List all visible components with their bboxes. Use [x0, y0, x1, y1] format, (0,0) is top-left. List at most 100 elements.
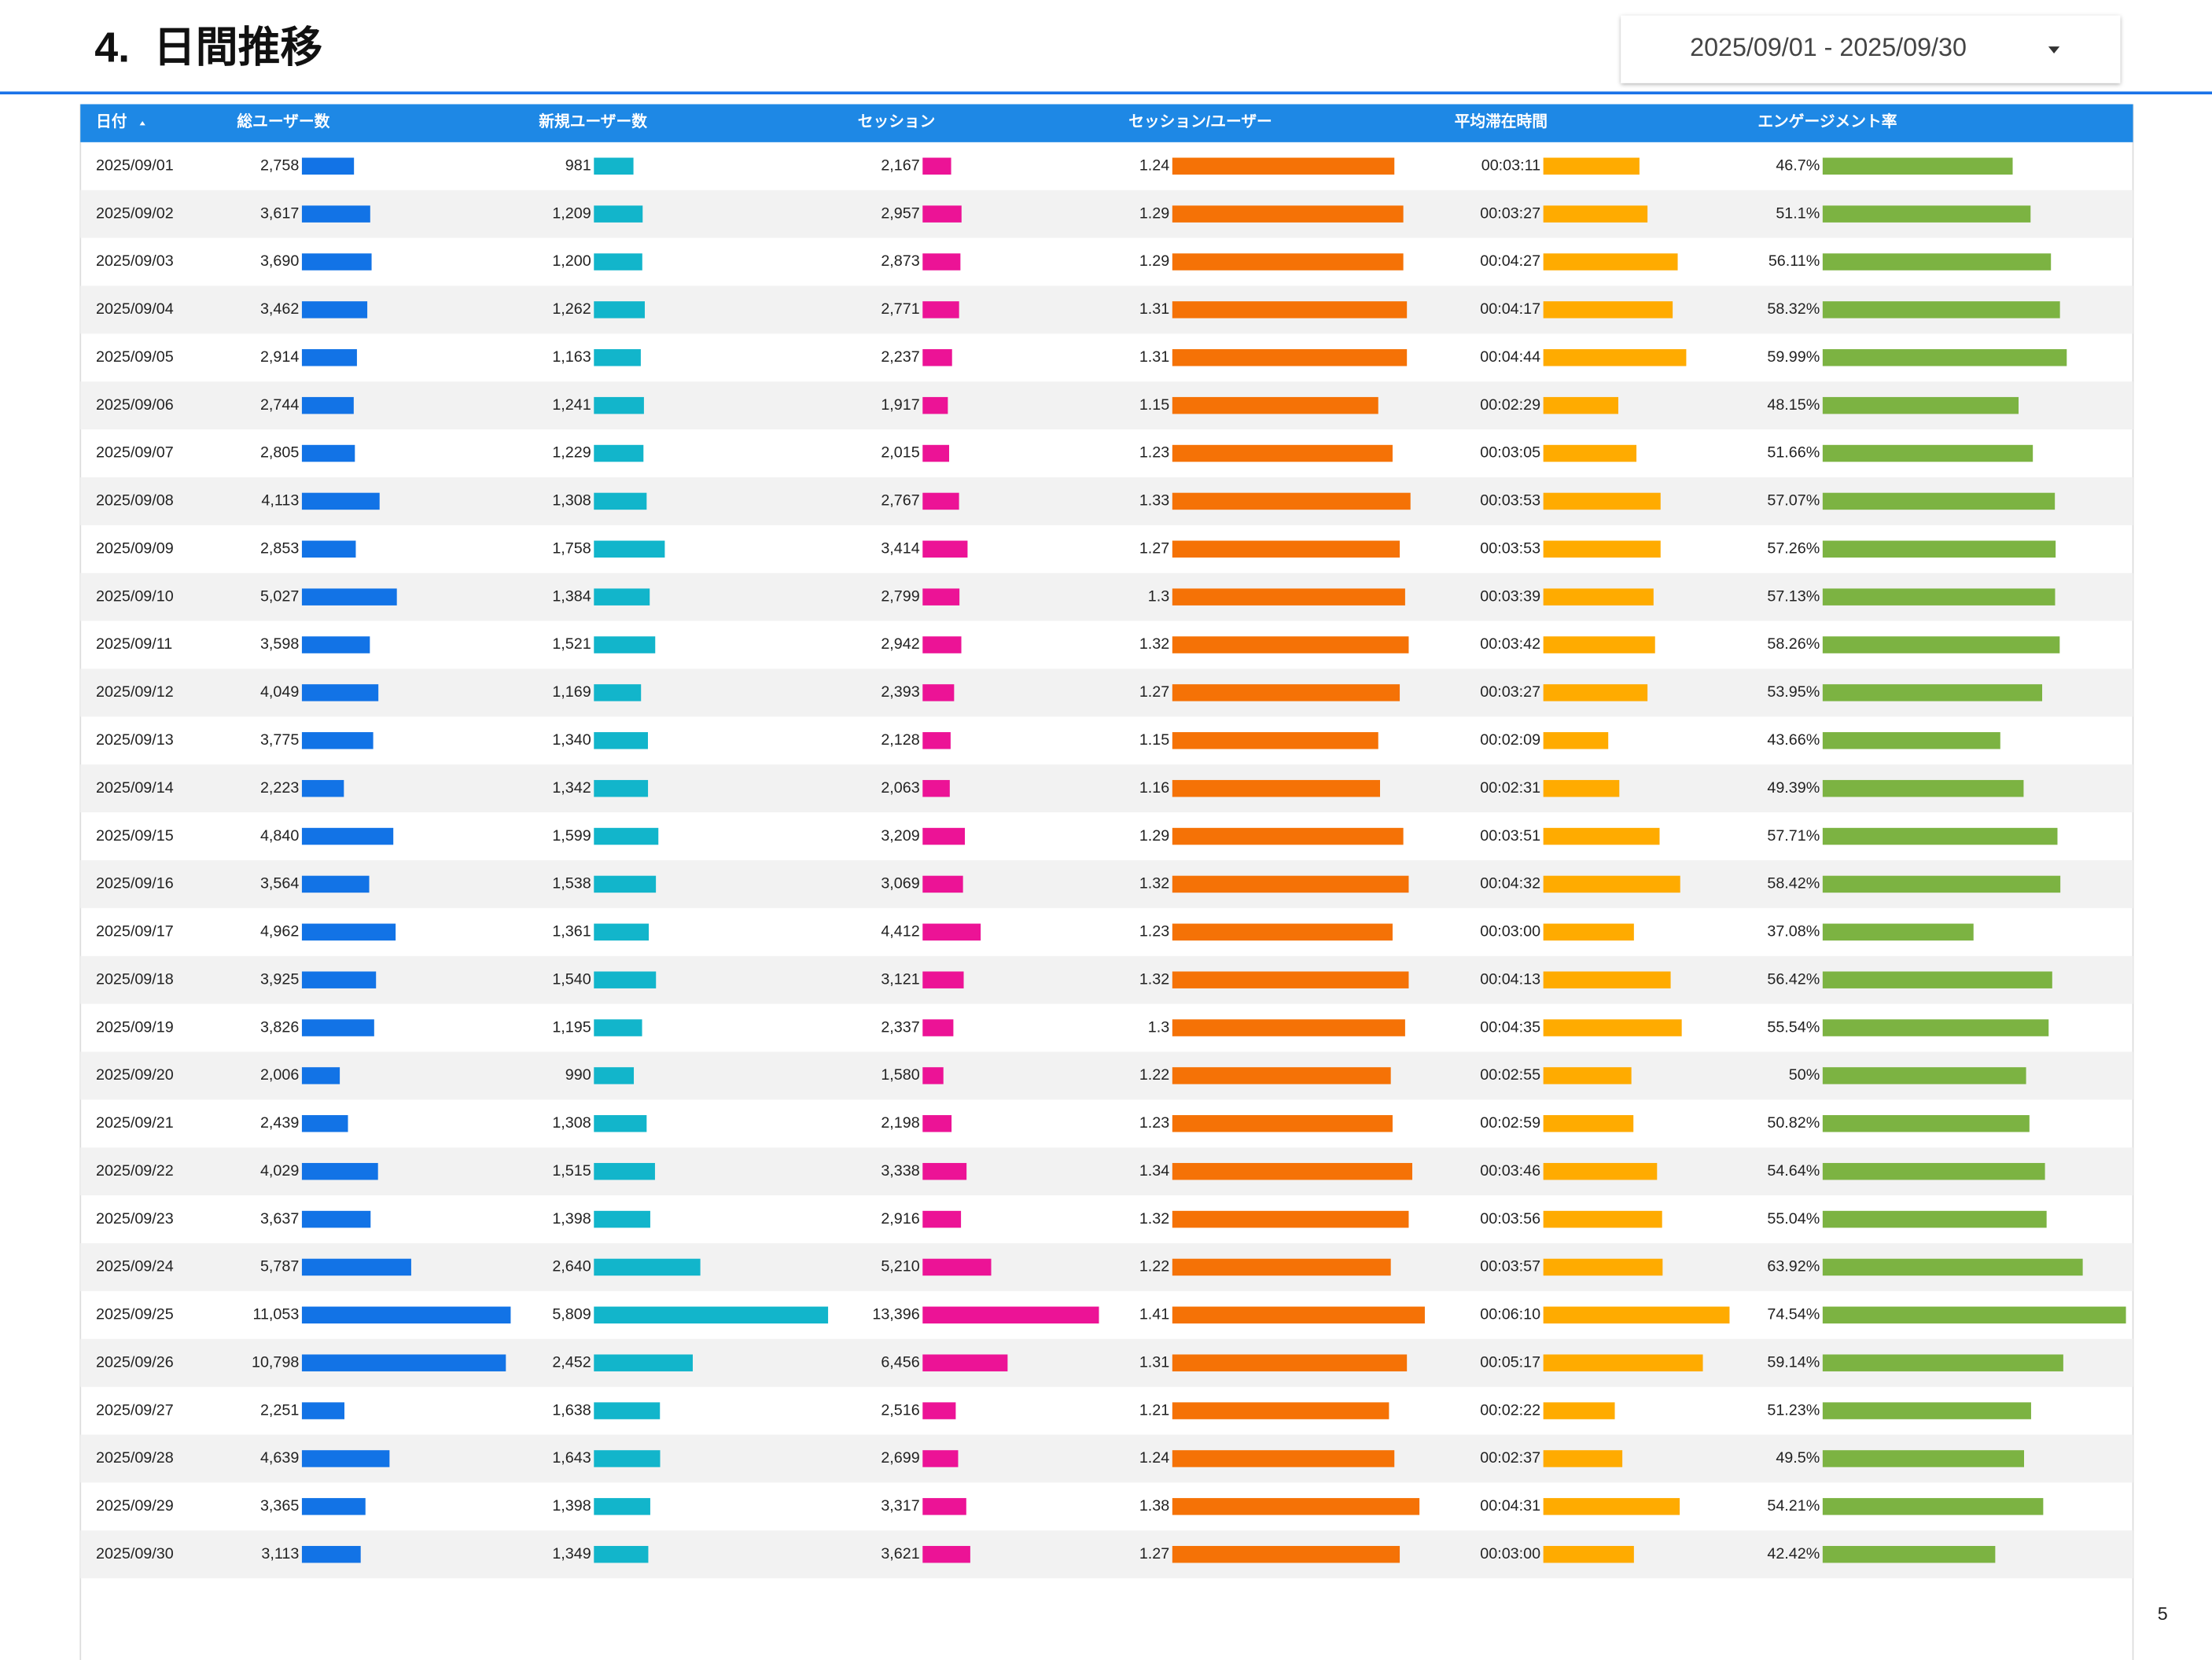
cell-bar	[1543, 1545, 1634, 1563]
column-header[interactable]: エンゲージメント率	[1757, 112, 1897, 131]
cell-bar	[301, 157, 355, 175]
table-header	[80, 104, 2133, 142]
column-header[interactable]: 新規ユーザー数	[539, 112, 647, 131]
cell-bar	[301, 1115, 348, 1132]
value-cell: 00:04:31	[1480, 1497, 1540, 1515]
cell-bar	[1543, 1019, 1682, 1036]
value-cell: 2,237	[881, 348, 919, 366]
cell-bar	[301, 1162, 378, 1180]
sort-indicator[interactable]	[139, 120, 145, 126]
cell-bar	[1172, 875, 1409, 893]
value-cell: 2,128	[881, 731, 919, 749]
value-cell: 1.23	[1139, 1114, 1169, 1132]
cell-bar	[922, 349, 952, 366]
cell-bar	[1543, 732, 1609, 749]
value-cell: 1,398	[552, 1497, 591, 1515]
cell-bar	[1543, 923, 1634, 941]
date-cell: 2025/09/05	[96, 348, 174, 366]
date-cell: 2025/09/10	[96, 587, 174, 605]
value-cell: 00:03:27	[1480, 683, 1540, 701]
cell-bar	[1172, 1115, 1393, 1132]
date-cell: 2025/09/22	[96, 1162, 174, 1180]
value-cell: 3,209	[881, 827, 919, 845]
value-cell: 5,210	[881, 1258, 919, 1275]
value-cell: 4,049	[260, 683, 299, 701]
row-stripe	[80, 381, 2133, 430]
cell-bar	[1822, 157, 2013, 175]
cell-bar	[1172, 923, 1393, 941]
date-picker-box[interactable]	[1621, 15, 2121, 83]
date-cell: 2025/09/15	[96, 827, 174, 845]
cell-bar	[1822, 492, 2056, 510]
cell-bar	[301, 588, 397, 605]
cell-bar	[1172, 1545, 1400, 1563]
cell-bar	[594, 1354, 693, 1371]
cell-bar	[301, 732, 374, 749]
cell-bar	[1822, 444, 2033, 462]
cell-bar	[594, 1450, 661, 1467]
cell-bar	[1172, 779, 1381, 797]
column-header[interactable]: 総ユーザー数	[237, 112, 329, 131]
cell-bar	[594, 588, 650, 605]
date-picker[interactable]: 2025/09/01 - 2025/09/30	[1621, 15, 2121, 83]
cell-bar	[922, 301, 959, 318]
cell-bar	[1543, 588, 1654, 605]
value-cell: 00:02:55	[1480, 1066, 1540, 1084]
cell-bar	[922, 1354, 1008, 1371]
cell-bar	[1822, 301, 2060, 318]
value-cell: 00:02:31	[1480, 779, 1540, 797]
value-cell: 4,412	[881, 923, 919, 940]
cell-bar	[1822, 396, 2019, 414]
cell-bar	[301, 1067, 340, 1084]
cell-bar	[1543, 636, 1655, 653]
value-cell: 00:03:42	[1480, 635, 1540, 653]
value-cell: 1.24	[1139, 156, 1169, 174]
date-range[interactable]: 2025/09/01 - 2025/09/30	[1690, 33, 1967, 61]
value-cell: 1.3	[1148, 1018, 1169, 1036]
date-cell: 2025/09/11	[96, 635, 172, 653]
value-cell: 51.1%	[1776, 204, 1820, 222]
cell-bar	[594, 396, 644, 414]
cell-bar	[301, 1354, 506, 1371]
value-cell: 00:06:10	[1480, 1306, 1540, 1323]
value-cell: 2,452	[552, 1353, 591, 1371]
value-cell: 2,805	[260, 444, 299, 462]
value-cell: 2,337	[881, 1018, 919, 1036]
value-cell: 2,063	[881, 779, 919, 797]
cell-bar	[301, 1498, 366, 1515]
value-cell: 59.99%	[1767, 348, 1820, 366]
column-header[interactable]: 日付	[96, 112, 127, 131]
value-cell: 5,787	[260, 1258, 299, 1275]
value-cell: 00:02:37	[1480, 1449, 1540, 1467]
value-cell: 1,538	[552, 875, 591, 893]
dropdown-arrow[interactable]	[2048, 46, 2060, 54]
value-cell: 1,758	[552, 540, 591, 558]
column-header[interactable]: 平均滞在時間	[1455, 112, 1548, 131]
value-cell: 3,462	[260, 300, 299, 318]
cell-bar	[1172, 1450, 1395, 1467]
value-cell: 4,029	[260, 1162, 299, 1180]
value-cell: 00:02:22	[1480, 1401, 1540, 1419]
cell-bar	[301, 1258, 411, 1276]
value-cell: 2,957	[881, 204, 919, 222]
value-cell: 1.3	[1148, 587, 1169, 605]
value-cell: 3,925	[260, 970, 299, 988]
row-stripe	[80, 955, 2133, 1004]
value-cell: 51.66%	[1767, 444, 1820, 462]
value-cell: 00:02:59	[1480, 1114, 1540, 1132]
column-header[interactable]: セッション/ユーザー	[1128, 113, 1272, 131]
cell-bar	[1543, 492, 1661, 510]
cell-bar	[1822, 253, 2052, 271]
value-cell: 1,361	[552, 923, 591, 940]
cell-bar	[594, 1162, 655, 1180]
value-cell: 59.14%	[1767, 1353, 1820, 1371]
value-cell: 54.64%	[1767, 1162, 1820, 1180]
cell-bar	[301, 1210, 371, 1228]
value-cell: 2,873	[881, 252, 919, 270]
cell-bar	[1822, 540, 2056, 558]
cell-bar	[1543, 827, 1660, 845]
cell-bar	[301, 540, 356, 558]
value-cell: 1,384	[552, 587, 591, 605]
column-header[interactable]: セッション	[858, 113, 936, 131]
value-cell: 1,580	[881, 1066, 919, 1084]
